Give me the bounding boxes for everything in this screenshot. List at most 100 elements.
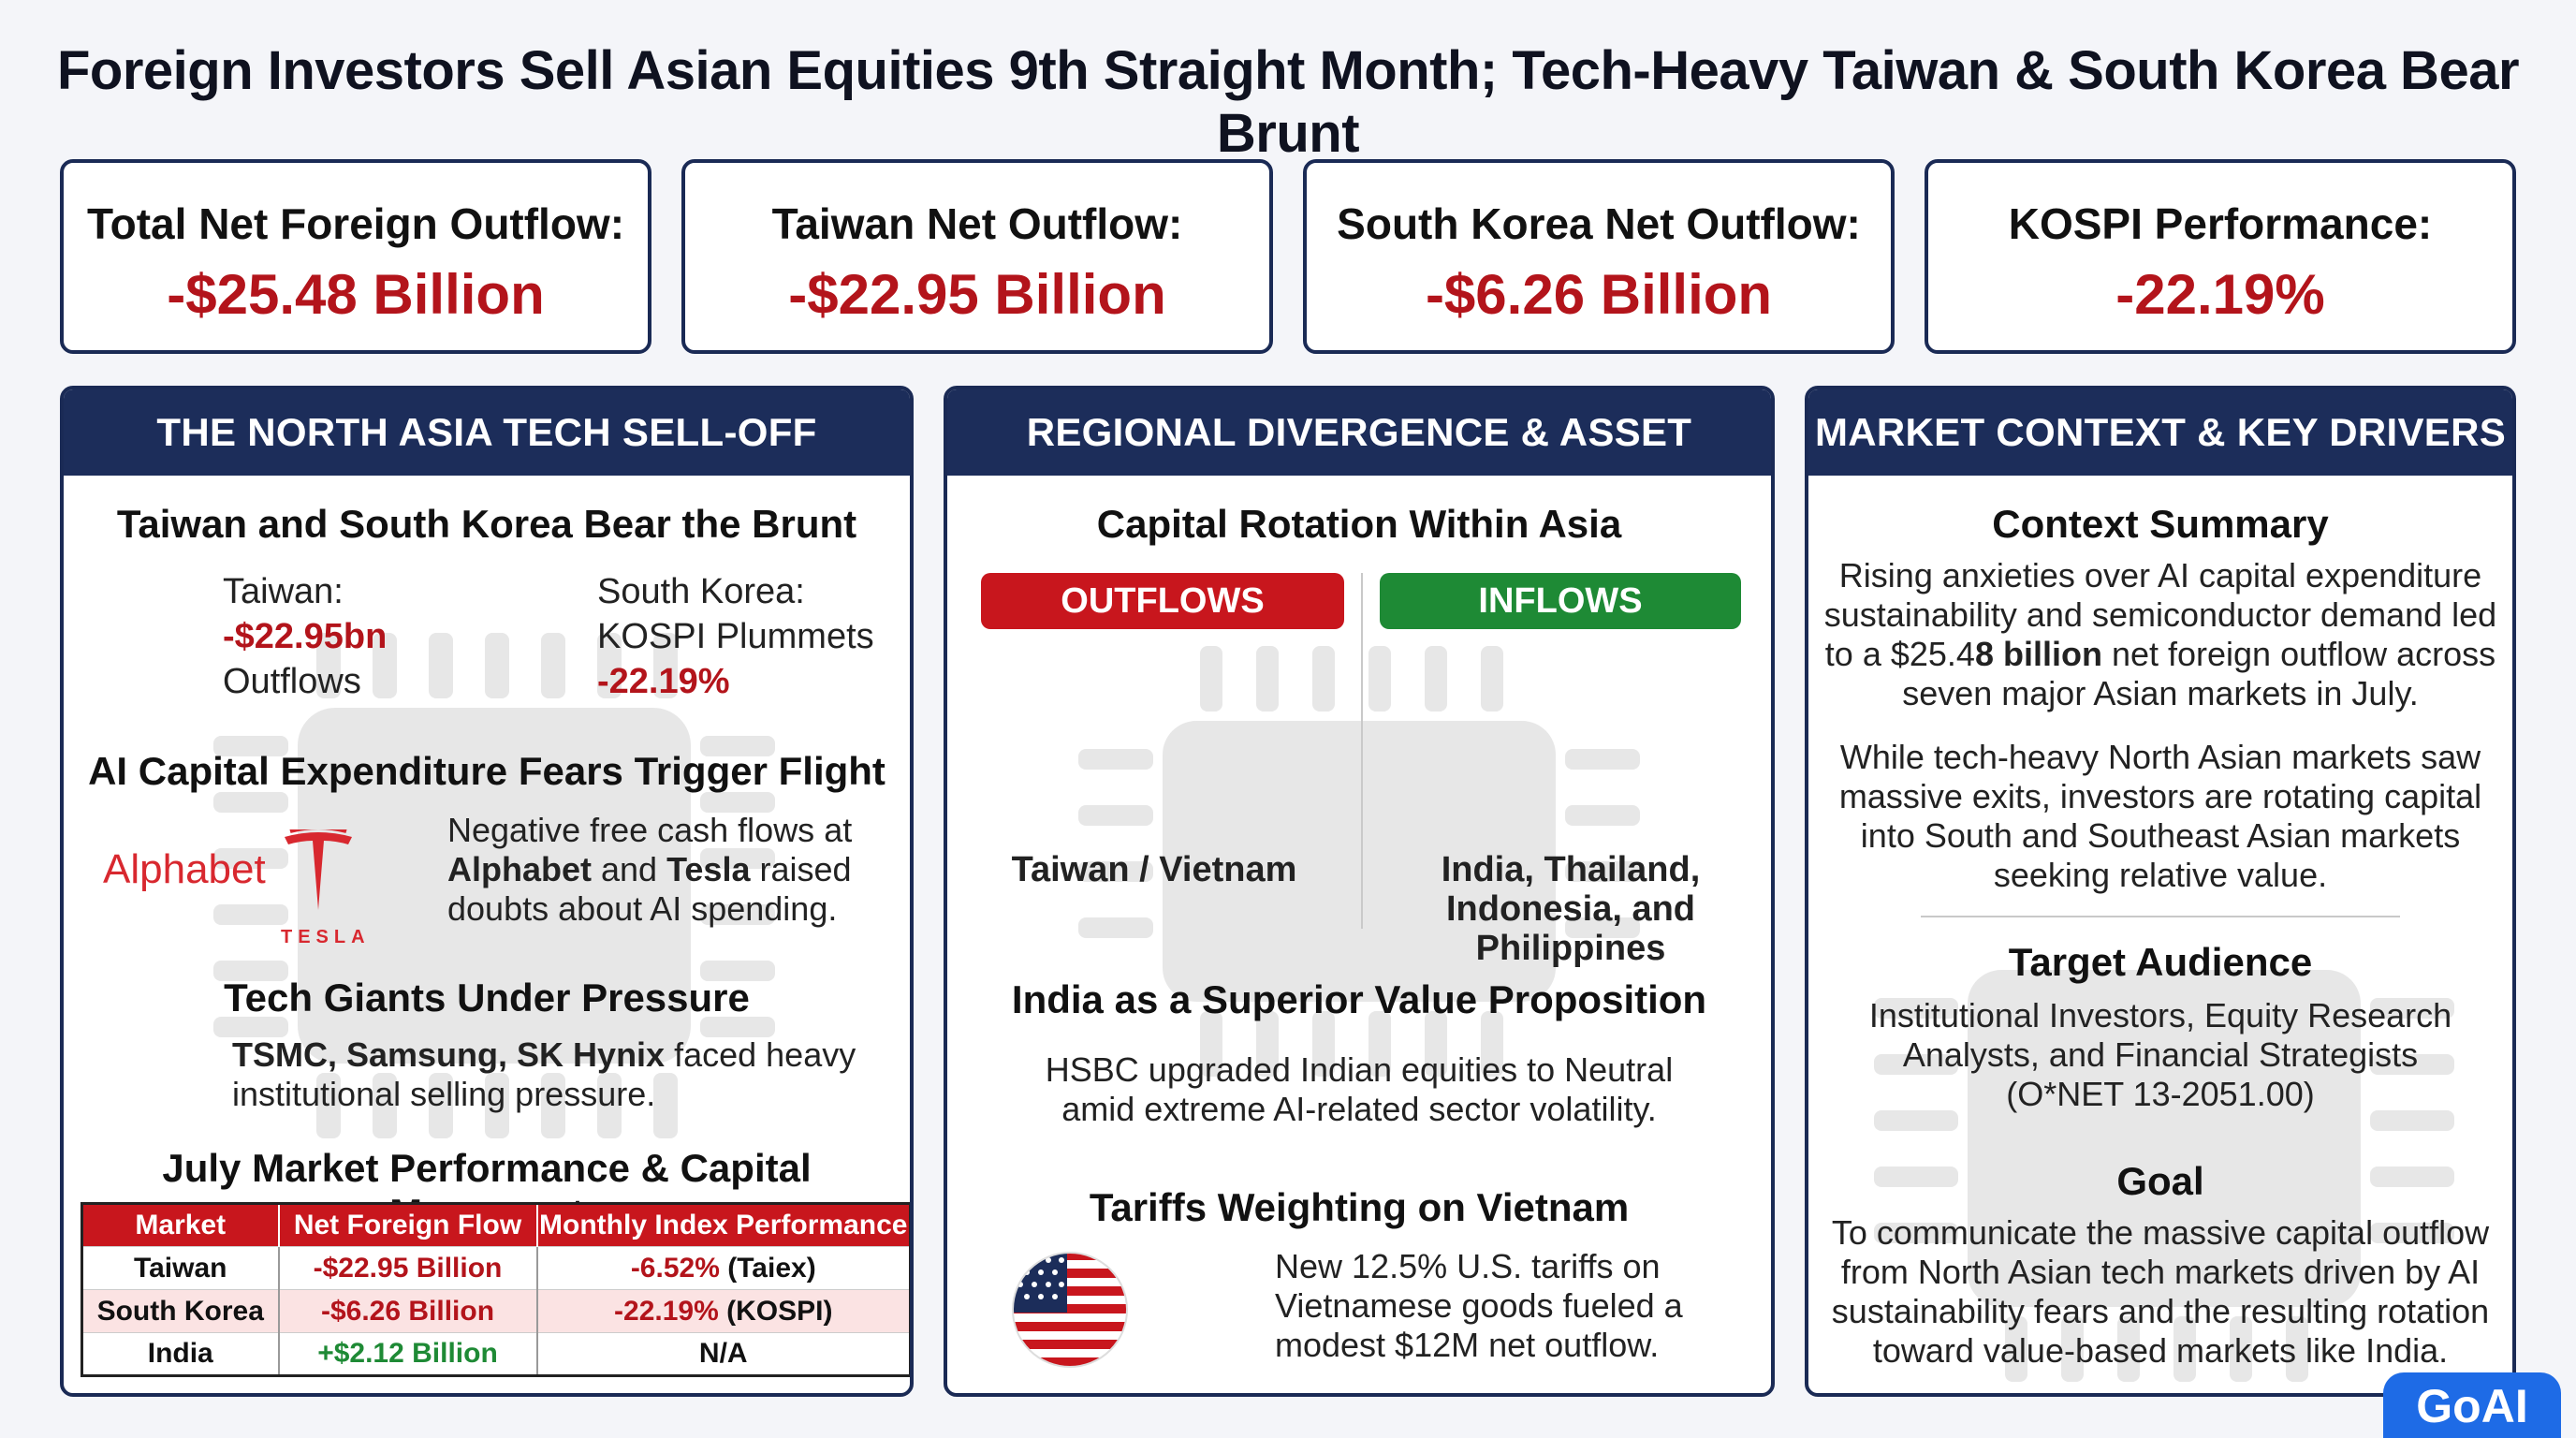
cell-performance: -22.19% (KOSPI) [536,1289,910,1333]
taiwan-note: Outflows [223,662,361,701]
rotation-divider [1361,573,1363,929]
context-amount-tail: net foreign outflow across [2101,635,2496,673]
inflow-markets-line: India, Thailand, [1441,850,1701,889]
inflows-pill: INFLOWS [1380,573,1741,629]
goal-text: To communicate the massive capital outfl… [1808,1213,2512,1371]
kpi-taiwan-outflow: Taiwan Net Outflow: -$22.95 Billion [681,159,1273,354]
korea-note: KOSPI Plummets [597,617,874,656]
context-line: Rising anxieties over AI capital expendi… [1838,556,2482,594]
cell-market: South Korea [81,1289,280,1333]
table-row: India +$2.12 Billion N/A [81,1332,910,1376]
goal-line: To communicate the massive capital outfl… [1831,1213,2490,1252]
section-divider [1921,916,2400,917]
table-row: Taiwan -$22.95 Billion -6.52% (Taiex) [81,1246,910,1290]
panel-regional-divergence: REGIONAL DIVERGENCE & ASSET ROTATION Cap… [944,386,1775,1397]
context-amount-start: to a $25.4 [1824,635,1975,673]
market-performance-table: Market Net Foreign Flow Monthly Index Pe… [80,1202,910,1377]
kpi-total-outflow: Total Net Foreign Outflow: -$25.48 Billi… [60,159,651,354]
context-line: into South and Southeast Asian markets [1860,816,2461,855]
inflow-markets-line: Indonesia, and Philippines [1445,889,1696,968]
cell-flow: +$2.12 Billion [278,1332,538,1376]
taiwan-value: -$22.95bn [223,617,388,656]
goal-line: sustainability fears and the resulting r… [1831,1292,2490,1330]
alphabet-name: Alphabet [447,850,593,888]
context-amount-bold: 8 billion [1974,635,2102,673]
tech-giants-text: TSMC, Samsung, SK Hynix faced heavy inst… [232,1035,887,1114]
india-text: HSBC upgraded Indian equities to Neutral… [947,1050,1771,1129]
page-title: Foreign Investors Sell Asian Equities 9t… [56,40,2520,164]
panel-header: THE NORTH ASIA TECH SELL-OFF [64,389,910,476]
panel-north-asia-selloff: THE NORTH ASIA TECH SELL-OFF Taiwan and … [60,386,914,1397]
tesla-wordmark: TESLA [281,927,371,947]
chip-background-icon [1874,970,2454,1382]
tariff-text-line: New 12.5% U.S. tariffs on [1275,1247,1661,1285]
tesla-name: Tesla [666,850,751,888]
audience-line: Analysts, and Financial Strategists [1902,1035,2419,1074]
perf-value: -6.52% [630,1252,720,1284]
context-line: to a $25.48 billion net foreign outflow … [1808,635,2512,674]
rotation-title: Capital Rotation Within Asia [1096,502,1622,546]
alphabet-logo: Alphabet [103,846,266,892]
kpi-value: -22.19% [2115,263,2325,326]
ai-capex-text: Negative free cash flows at Alphabet and… [447,811,897,929]
ai-text-line: Alphabet and Tesla raised [447,850,897,889]
giants-text-tail: faced heavy [665,1035,856,1074]
korea-label: South Korea: [597,572,805,611]
table-row: South Korea -$6.26 Billion -22.19% (KOSP… [81,1289,910,1333]
kpi-label: Taiwan Net Outflow: [771,199,1183,248]
goal-line: toward value-based markets like India. [1872,1331,2449,1370]
india-title: India as a Superior Value Proposition [1011,977,1707,1021]
perf-value: -22.19% [614,1295,719,1327]
context-title: Context Summary [1992,502,2329,546]
ai-text-tail: raised [750,850,852,888]
cell-performance: N/A [536,1332,910,1376]
goai-logo: GoAI [2383,1372,2561,1438]
panel-header: REGIONAL DIVERGENCE & ASSET ROTATION [947,389,1771,540]
audience-text: Institutional Investors, Equity Research… [1808,996,2512,1114]
cell-performance: -6.52% (Taiex) [536,1246,910,1290]
tech-giants-title: Tech Giants Under Pressure [224,976,750,1020]
cell-market: India [81,1332,280,1376]
tariff-text-line: Vietnamese goods fueled a [1275,1286,1683,1325]
chip-background-icon [1078,646,1640,1077]
outflows-pill: OUTFLOWS [981,573,1344,629]
us-flag-icon [1012,1252,1128,1368]
giants-text-line: TSMC, Samsung, SK Hynix faced heavy [232,1035,887,1075]
india-text-line: HSBC upgraded Indian equities to Neutral [1045,1050,1674,1089]
goal-line: from North Asian tech markets driven by … [1840,1253,2481,1291]
context-line: sustainability and semiconductor demand … [1823,595,2497,634]
context-line: While tech-heavy North Asian markets saw [1839,738,2481,776]
cell-market: Taiwan [81,1246,280,1290]
context-line: massive exits, investors are rotating ca… [1838,777,2482,815]
col-market: Market [81,1203,280,1247]
ai-text-line: Negative free cash flows at [447,811,853,849]
tariff-title: Tariffs Weighting on Vietnam [1089,1185,1630,1229]
kpi-value: -$6.26 Billion [1425,263,1773,326]
brunt-title: Taiwan and South Korea Bear the Brunt [116,502,857,546]
context-rotation-text: While tech-heavy North Asian markets saw… [1808,738,2512,895]
giants-text-line: institutional selling pressure. [232,1075,656,1113]
ai-text-join: and [592,850,667,888]
context-summary-text: Rising anxieties over AI capital expendi… [1808,556,2512,713]
perf-value: N/A [698,1338,748,1369]
panel-header: MARKET CONTEXT & KEY DRIVERS [1808,389,2512,476]
korea-stat: South Korea: KOSPI Plummets -22.19% [597,569,874,704]
kpi-label: South Korea Net Outflow: [1337,199,1861,248]
kpi-value: -$25.48 Billion [167,263,545,326]
india-text-line: amid extreme AI-related sector volatilit… [1061,1090,1657,1128]
table-header-row: Market Net Foreign Flow Monthly Index Pe… [81,1203,910,1247]
giants-names: TSMC, Samsung, SK Hynix [232,1035,666,1074]
cell-flow: -$22.95 Billion [278,1246,538,1290]
col-flow: Net Foreign Flow [278,1203,538,1247]
kpi-korea-outflow: South Korea Net Outflow: -$6.26 Billion [1303,159,1895,354]
audience-line: (O*NET 13-2051.00) [2006,1075,2315,1113]
taiwan-label: Taiwan: [223,572,344,611]
panel-market-context: MARKET CONTEXT & KEY DRIVERS Context Sum… [1805,386,2516,1397]
context-line: seeking relative value. [1993,856,2328,894]
tariff-text: New 12.5% U.S. tariffs on Vietnamese goo… [1275,1247,1762,1365]
audience-line: Institutional Investors, Equity Research [1868,996,2452,1034]
tesla-logo-icon [285,829,352,910]
korea-value: -22.19% [597,662,730,701]
taiwan-stat: Taiwan: -$22.95bn Outflows [223,569,387,704]
kpi-label: Total Net Foreign Outflow: [86,199,625,248]
